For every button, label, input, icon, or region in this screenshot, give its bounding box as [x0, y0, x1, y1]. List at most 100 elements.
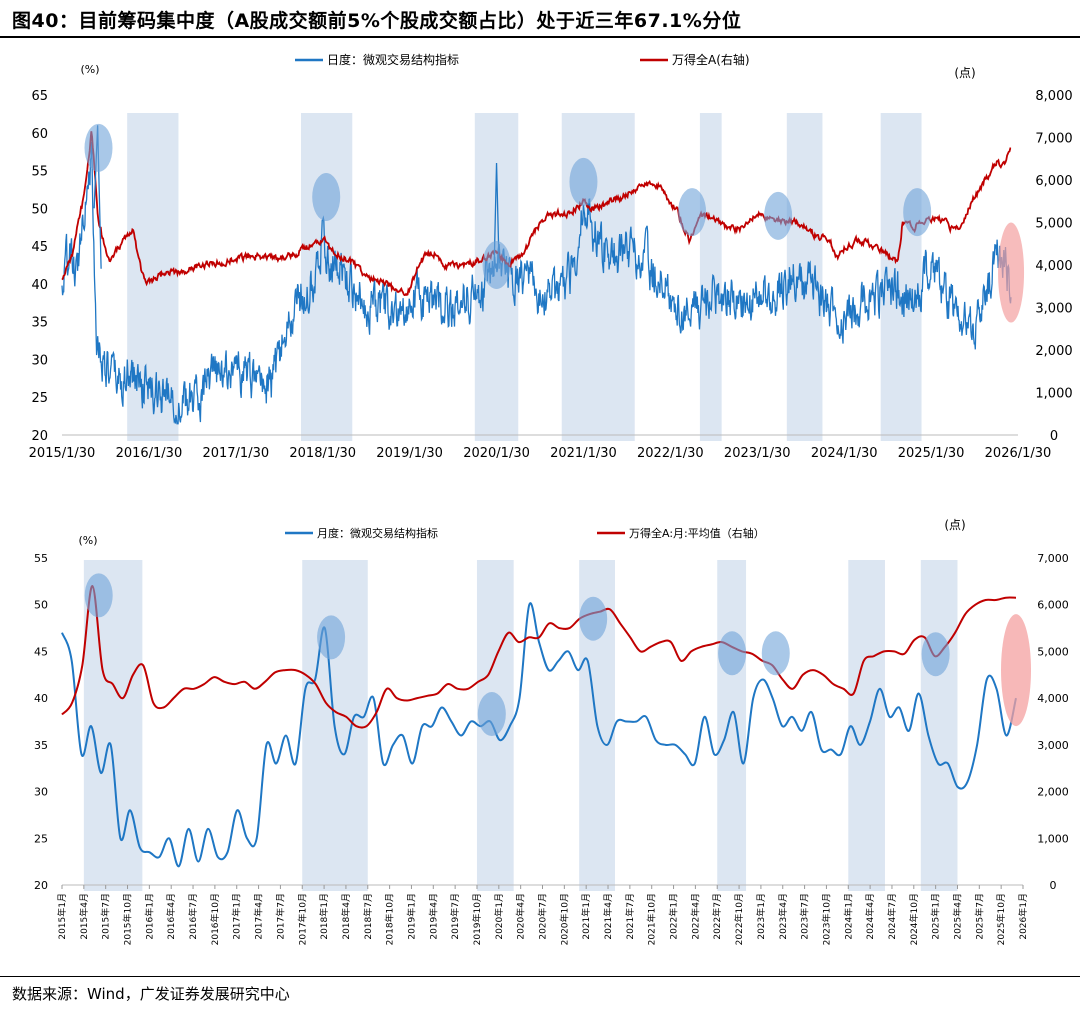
x-tick-label: 2021年10月: [646, 893, 658, 945]
source-note: 数据来源：Wind，广发证券发展研究中心: [12, 985, 290, 1003]
y-left-tick-label: 45: [31, 240, 48, 255]
y-right-tick-label: 2,000: [1037, 786, 1069, 799]
y-left-tick-label: 30: [31, 353, 48, 368]
x-tick-label: 2021/1/30: [550, 446, 617, 461]
x-tick-label: 2024年4月: [864, 893, 876, 940]
x-tick-label: 2017年1月: [231, 893, 243, 940]
y-right-tick-label: 0: [1050, 429, 1058, 444]
y-right-tick-label: 7,000: [1035, 132, 1072, 147]
highlight-bubble: [761, 631, 790, 676]
x-tick-label: 2022年1月: [668, 893, 680, 940]
y-right-tick-label: 8,000: [1035, 89, 1072, 104]
x-tick-label: 2016年4月: [165, 893, 177, 940]
x-tick-label: 2024年10月: [908, 893, 920, 945]
y-left-tick-label: 35: [31, 316, 48, 331]
series-daily-indicator-line: [61, 141, 1012, 425]
title-rule: [0, 36, 1080, 38]
legend-label: 万得全A:月:平均值（右轴）: [629, 526, 765, 540]
shaded-period: [848, 560, 885, 891]
highlight-bubble: [903, 188, 932, 237]
x-tick-label: 2025年4月: [951, 893, 963, 940]
y-right-tick-label: 1,000: [1037, 832, 1069, 845]
x-tick-label: 2024年7月: [886, 893, 898, 940]
legend-label: 万得全A(右轴): [672, 52, 750, 67]
current-highlight: [1001, 614, 1032, 727]
x-tick-label: 2019年7月: [449, 893, 461, 940]
y-left-tick-label: 35: [34, 739, 48, 752]
highlight-bubble: [678, 188, 707, 237]
highlight-bubble: [764, 191, 793, 240]
y-right-tick-label: 4,000: [1035, 259, 1072, 274]
x-tick-label: 2026年1月: [1017, 893, 1029, 940]
y-left-tick-label: 50: [34, 599, 48, 612]
y-right-tick-label: 7,000: [1037, 552, 1069, 565]
series-wind-a-avg-line: [61, 584, 1017, 729]
x-tick-label: 2020/1/30: [463, 446, 530, 461]
x-tick-label: 2023年10月: [820, 893, 832, 945]
highlight-bubble: [84, 573, 113, 618]
y-right-tick-label: 6,000: [1037, 599, 1069, 612]
x-tick-label: 2016/1/30: [116, 446, 183, 461]
current-highlight: [998, 222, 1025, 323]
x-tick-label: 2022/1/30: [637, 446, 704, 461]
x-tick-label: 2021年1月: [580, 893, 592, 940]
highlight-bubble: [477, 692, 506, 737]
y-left-tick-label: 55: [31, 165, 48, 180]
x-tick-label: 2024年1月: [842, 893, 854, 940]
x-tick-label: 2025/1/30: [898, 446, 965, 461]
y-left-tick-label: 50: [31, 202, 48, 217]
highlight-bubble: [312, 173, 341, 221]
y-right-unit: (点): [954, 66, 975, 80]
y-right-tick-label: 0: [1050, 879, 1057, 892]
x-tick-label: 2022年7月: [711, 893, 723, 940]
x-tick-label: 2019年10月: [471, 893, 483, 945]
x-tick-label: 2015年10月: [122, 893, 134, 945]
x-tick-label: 2017年10月: [296, 893, 308, 945]
x-tick-label: 2019年1月: [405, 893, 417, 940]
y-left-tick-label: 20: [31, 429, 48, 444]
shaded-period: [786, 113, 823, 441]
x-tick-label: 2018年4月: [340, 893, 352, 940]
figure-title: 图40：目前筹码集中度（A股成交额前5%个股成交额占比）处于近三年67.1%分位: [12, 10, 742, 32]
x-tick-label: 2015年4月: [78, 893, 90, 940]
y-left-tick-label: 40: [31, 278, 48, 293]
x-tick-label: 2015年1月: [56, 893, 68, 940]
y-right-tick-label: 5,000: [1037, 645, 1069, 658]
x-tick-label: 2021年7月: [624, 893, 636, 940]
y-left-tick-label: 25: [31, 391, 48, 406]
x-tick-label: 2020年7月: [537, 893, 549, 940]
x-tick-label: 2018年7月: [362, 893, 374, 940]
monthly-chart: 20 25 30 35 40 45 50 55 0 1,000 2,000 3,000 4,000 5,0…: [34, 518, 1069, 945]
highlight-bubble: [482, 241, 511, 289]
y-right-tick-label: 4,000: [1037, 692, 1069, 705]
highlight-bubble: [84, 123, 113, 172]
x-tick-label: 2023年7月: [799, 893, 811, 940]
shaded-period: [717, 560, 747, 891]
series-monthly-indicator-line: [61, 602, 1017, 868]
highlight-bubble: [718, 631, 747, 676]
y-right-unit: (点): [944, 518, 965, 532]
y-right-tick-label: 5,000: [1035, 217, 1072, 232]
y-left-tick-label: 45: [34, 645, 48, 658]
daily-chart: 20 25 30 35 40 45 50 55 60 65 0 1,000 2,000 3,000 4,00…: [29, 52, 1073, 461]
x-tick-label: 2015/1/30: [29, 446, 96, 461]
x-tick-label: 2016年1月: [143, 893, 155, 940]
y-left-unit: (%): [80, 63, 99, 76]
x-tick-label: 2023年4月: [777, 893, 789, 940]
footer-rule: [0, 976, 1080, 977]
y-left-tick-label: 20: [34, 879, 48, 892]
shaded-period: [301, 113, 353, 441]
series-spike: [493, 162, 500, 277]
x-tick-label: 2020年4月: [515, 893, 527, 940]
shaded-period: [561, 113, 635, 441]
y-left-tick-label: 65: [31, 89, 48, 104]
x-tick-label: 2019年4月: [427, 893, 439, 940]
y-left-tick-label: 60: [31, 127, 48, 142]
shaded-period: [699, 113, 722, 441]
legend-label: 日度：微观交易结构指标: [327, 52, 459, 67]
x-tick-label: 2023/1/30: [724, 446, 791, 461]
y-left-unit: (%): [78, 534, 97, 547]
y-left-tick-label: 25: [34, 832, 48, 845]
legend-label: 月度：微观交易结构指标: [317, 526, 438, 540]
y-left-tick-label: 55: [34, 552, 48, 565]
